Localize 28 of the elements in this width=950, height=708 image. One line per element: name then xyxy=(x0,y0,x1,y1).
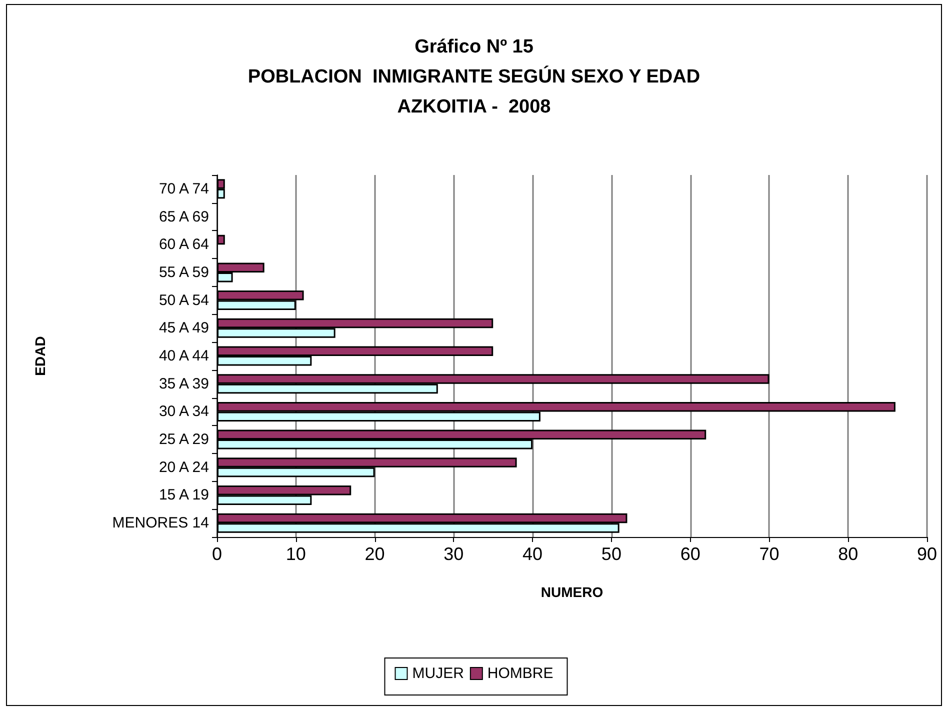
x-tick-label: 10 xyxy=(286,544,306,564)
y-tick-label: 45 A 49 xyxy=(158,320,209,337)
y-tick-label: 40 A 44 xyxy=(158,348,209,364)
x-tick-label: 40 xyxy=(522,544,543,564)
x-tick-label: 50 xyxy=(601,544,622,564)
x-axis-title: NUMERO xyxy=(540,584,604,600)
x-tick-label: 90 xyxy=(916,544,938,564)
x-tick-label: 30 xyxy=(444,544,464,564)
x-tick-label: 0 xyxy=(212,544,222,564)
y-tick-label: 50 A 54 xyxy=(158,292,209,309)
x-tick-label: 60 xyxy=(680,544,700,564)
x-tick-label: 20 xyxy=(364,544,385,564)
y-tick-label: MENORES 14 xyxy=(112,514,209,532)
y-tick-label: 65 A 69 xyxy=(158,208,209,226)
y-tick-label: 55 A 59 xyxy=(158,264,209,281)
legend-label: MUJER xyxy=(412,665,464,682)
y-tick-label: 15 A 19 xyxy=(158,486,209,504)
y-axis-title: EDAD xyxy=(32,336,48,376)
x-tick-label: 70 xyxy=(759,544,780,564)
y-tick-label: 35 A 39 xyxy=(158,375,209,392)
y-tick-label: 25 A 29 xyxy=(158,431,209,448)
y-tick-label: 20 A 24 xyxy=(158,458,209,476)
chart-title: Gráfico Nº 15 POBLACION INMIGRANTE SEGÚN SEXO Y EDAD AZKOITIA - 2008 xyxy=(248,36,700,118)
y-tick-label: 60 A 64 xyxy=(158,236,209,254)
x-tick-label: 80 xyxy=(838,544,858,564)
y-tick-label: 30 A 34 xyxy=(158,403,209,420)
y-tick-label: 70 A 74 xyxy=(158,180,209,198)
legend-label: HOMBRE xyxy=(487,665,554,682)
